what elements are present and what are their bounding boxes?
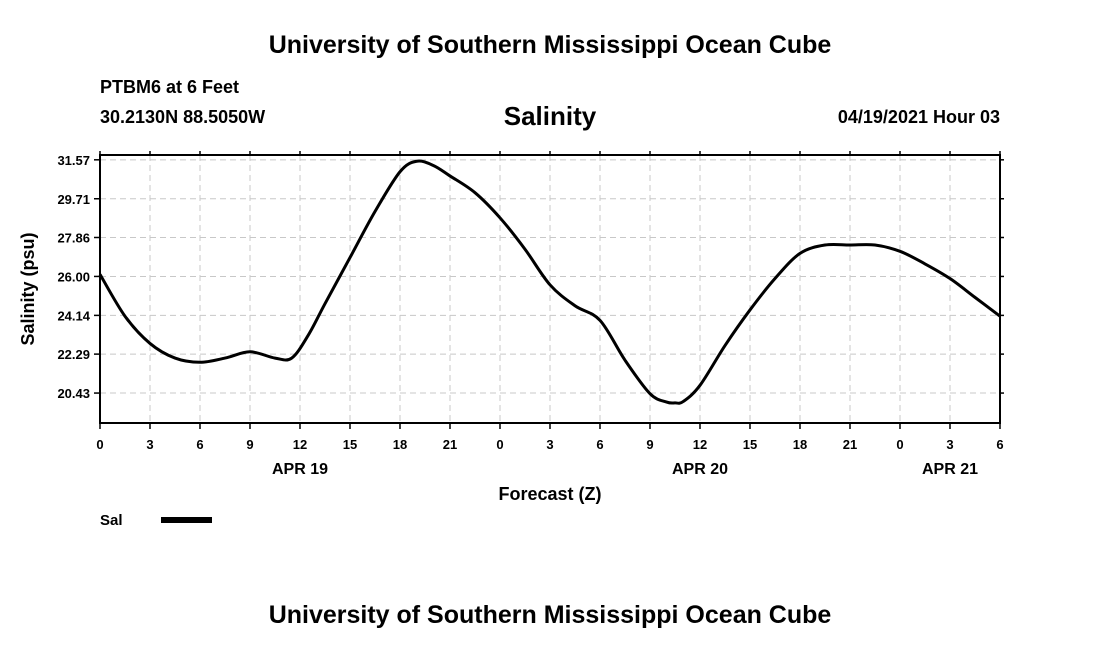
x-tick-label: 15	[743, 437, 757, 452]
x-tick-label: 3	[946, 437, 953, 452]
x-tick-label: 18	[393, 437, 407, 452]
y-tick-label: 26.00	[57, 269, 90, 284]
x-tick-label: 12	[693, 437, 707, 452]
chart-title: Salinity	[503, 101, 597, 131]
chart-ticks: 0 3 6 9 12 15 18 21 0 3 6 9 12 15 18 21 0 3 6 20.43 22.29 24.…	[57, 151, 1004, 478]
y-tick-label: 31.57	[57, 153, 90, 168]
header-title: University of Southern Mississippi Ocean…	[268, 31, 832, 59]
footer-title: University of Southern Mississippi Ocean…	[268, 601, 832, 629]
x-tick-label: 6	[196, 437, 203, 452]
y-axis-label: Salinity (psu)	[18, 232, 38, 345]
date-label: APR 20	[672, 461, 728, 478]
x-tick-label: 9	[646, 437, 653, 452]
station-label: PTBM6 at 6 Feet	[100, 77, 240, 97]
x-tick-label: 3	[146, 437, 153, 452]
issued-label: 04/19/2021 Hour 03	[837, 107, 1000, 127]
chart-series	[98, 159, 1001, 405]
coordinates-label: 30.2130N 88.5050W	[100, 107, 266, 127]
chart-legend: Sal	[100, 512, 212, 529]
x-tick-label: 6	[996, 437, 1003, 452]
date-label: APR 19	[272, 461, 328, 478]
x-tick-label: 0	[496, 437, 503, 452]
y-tick-label: 22.29	[57, 347, 90, 362]
y-tick-label: 27.86	[57, 230, 90, 245]
x-tick-label: 0	[896, 437, 903, 452]
series-line-sal	[98, 159, 1001, 405]
y-tick-label: 29.71	[57, 192, 90, 207]
x-tick-label: 0	[96, 437, 103, 452]
x-tick-label: 6	[596, 437, 603, 452]
x-tick-label: 15	[343, 437, 357, 452]
x-tick-label: 9	[246, 437, 253, 452]
date-label: APR 21	[922, 461, 978, 478]
x-axis-label: Forecast (Z)	[498, 484, 601, 504]
legend-label: Sal	[100, 512, 123, 529]
x-tick-label: 18	[793, 437, 807, 452]
x-tick-label: 21	[843, 437, 857, 452]
x-tick-label: 12	[293, 437, 307, 452]
x-tick-label: 21	[443, 437, 457, 452]
plot-frame	[99, 154, 1001, 424]
x-tick-label: 3	[546, 437, 553, 452]
chart-grid	[100, 155, 1000, 423]
y-tick-label: 20.43	[57, 386, 90, 401]
y-tick-label: 24.14	[57, 308, 90, 323]
